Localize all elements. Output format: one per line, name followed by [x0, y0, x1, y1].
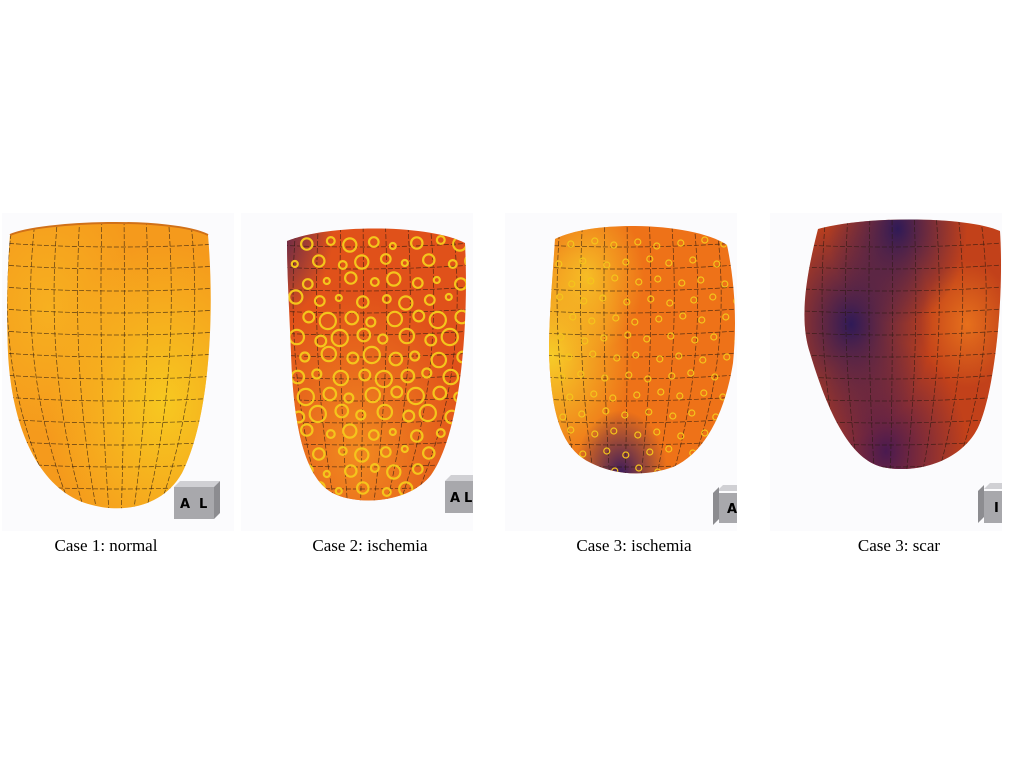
panel-case2-ischemia: A L — [241, 213, 473, 531]
orientation-cube: A L — [174, 481, 220, 519]
cube-label-l: L — [199, 497, 207, 512]
heart-map-case2: A L — [287, 228, 473, 513]
mesh-grid — [7, 222, 211, 509]
caption-case2: Case 2: ischemia — [312, 536, 428, 555]
cube-label-l: L — [464, 491, 472, 506]
caption-case1: Case 1: normal — [54, 536, 158, 555]
orientation-cube: A L — [445, 475, 473, 513]
panel-case3-scar: I — [770, 213, 1002, 531]
electrode-rings — [288, 235, 466, 499]
cube-label-a: A — [180, 497, 190, 512]
cube-label-i: I — [994, 501, 999, 516]
panel-case3-ischemia: A — [505, 213, 737, 531]
heart-map-case3-scar: I — [804, 219, 1002, 523]
heart-map-case1: A L — [7, 221, 220, 519]
cube-label-a: A — [727, 502, 737, 517]
caption-case3-ischemia: Case 3: ischemia — [576, 536, 692, 555]
panel-case1-normal: A L — [2, 213, 234, 531]
orientation-cube: A — [713, 485, 737, 525]
orientation-cube: I — [978, 483, 1002, 523]
caption-case3-scar: Case 3: scar — [857, 536, 941, 555]
cube-label-a: A — [450, 491, 460, 506]
heart-map-case3-ischemia: A — [549, 226, 737, 525]
